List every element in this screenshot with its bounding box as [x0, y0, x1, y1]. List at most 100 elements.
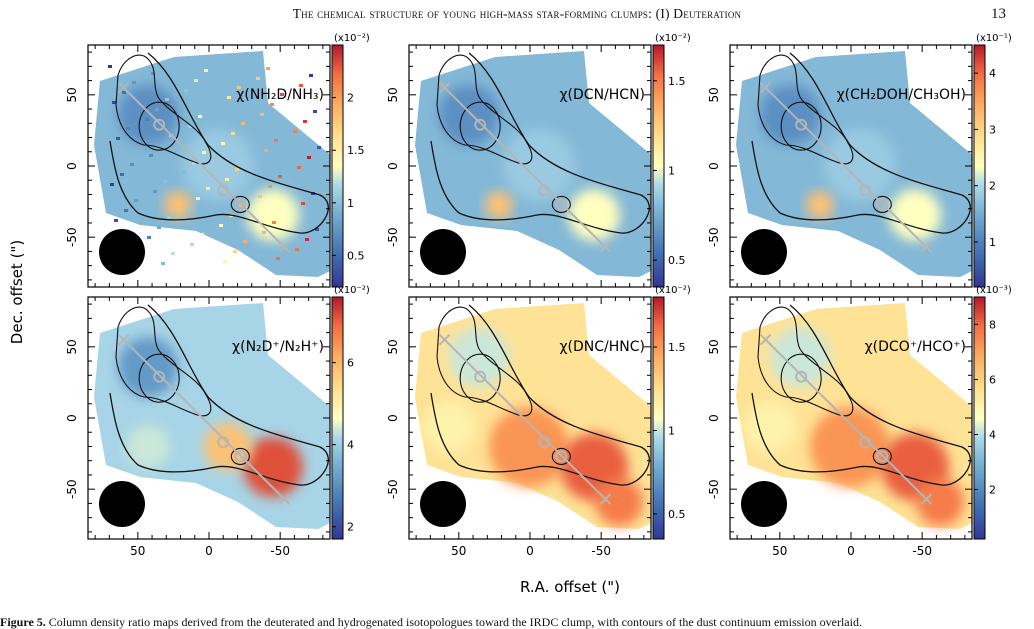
panel-2: 50 0 -50 χ(DCN/HCN) (x10⁻²) 1.5 1 0.5: [386, 33, 691, 288]
colorbar-tick-label: 0.5: [668, 254, 686, 267]
track-line: [122, 338, 286, 500]
emission-speckle: [260, 113, 264, 116]
figure-caption-text: Column density ratio maps derived from t…: [45, 616, 862, 629]
track-marker-x: [759, 81, 772, 94]
colorbar-tick-label: 2: [347, 92, 354, 105]
emission-speckle: [196, 197, 200, 200]
colorbar: [652, 44, 665, 288]
axis-ticks: [730, 297, 972, 539]
emission-blob: [595, 478, 643, 526]
x-tick-label: 0: [847, 544, 855, 558]
y-tick-label: 0: [707, 414, 721, 422]
emission-speckle: [223, 260, 227, 263]
emission-blob: [118, 85, 178, 145]
track-marker-circle: [234, 198, 247, 211]
panel-ratio-label: χ(DCN/HCN): [559, 87, 645, 103]
contour-core-2: [872, 195, 892, 213]
emission-speckle: [262, 231, 266, 234]
y-tick-label: -50: [65, 227, 79, 247]
emission-blob: [118, 337, 178, 397]
y-tick-label: 50: [707, 87, 721, 102]
colorbar-tick-label: 2: [347, 521, 354, 534]
emission-speckle: [145, 118, 149, 121]
emission-map: [94, 303, 330, 529]
emission-speckle: [239, 204, 243, 207]
track-marker-circle: [153, 118, 166, 131]
panel-ratio-label: χ(N₂D⁺/N₂H⁺): [232, 339, 324, 355]
emission-speckle: [153, 190, 157, 193]
emission-speckle: [233, 250, 237, 253]
emission-speckle: [112, 101, 116, 104]
colorbar-scale-label: (x10⁻²): [655, 33, 691, 44]
emission-speckle: [276, 257, 280, 260]
emission-speckle: [309, 74, 313, 77]
y-tick-label: -50: [707, 227, 721, 247]
emission-speckle: [134, 199, 138, 202]
track-marker-x: [599, 493, 612, 505]
emission-blob: [485, 191, 513, 219]
track-marker-x: [278, 241, 291, 253]
beam-circle: [741, 229, 787, 275]
y-tick-label: 0: [386, 414, 400, 422]
track-marker-circle: [859, 184, 872, 197]
emission-blob: [126, 425, 170, 469]
emission-speckle: [313, 110, 317, 113]
track-marker-circle: [234, 450, 247, 463]
emission-speckle: [219, 224, 223, 227]
contour-core-2: [551, 195, 571, 213]
track-marker-x: [438, 81, 451, 94]
track-marker-circle: [795, 118, 808, 131]
emission-blob: [164, 191, 192, 219]
y-tick-label: 50: [386, 339, 400, 354]
emission-blob: [423, 401, 475, 453]
track-marker-circle: [474, 118, 487, 131]
colorbar-tick-label: 0.5: [668, 508, 686, 521]
emission-blob: [810, 407, 890, 487]
emission-speckle: [231, 132, 235, 135]
emission-speckle: [124, 209, 128, 212]
axis-ticks: [730, 45, 972, 287]
contour-inner: [436, 306, 533, 417]
emission-map: [94, 51, 330, 277]
colorbar-tick-label: 1: [668, 425, 675, 438]
track-marker-x: [117, 333, 130, 346]
emission-blob: [889, 189, 941, 241]
emission-blob: [503, 129, 575, 201]
contour-core-1: [138, 353, 180, 403]
emission-speckle: [194, 79, 198, 82]
emission-speckle: [122, 91, 126, 94]
emission-speckle: [305, 238, 309, 241]
emission-speckle: [198, 115, 202, 118]
page-header: The chemical structure of young high-mas…: [0, 6, 1034, 28]
page-number: 13: [991, 6, 1006, 22]
emission-speckle: [317, 146, 321, 149]
emission-speckle: [274, 139, 278, 142]
y-tick-label: -50: [65, 479, 79, 499]
emission-speckle: [295, 248, 299, 251]
axis-ticks: [88, 45, 330, 287]
track-marker-circle: [859, 436, 872, 449]
track-marker-circle: [217, 184, 230, 197]
y-tick-label: 50: [65, 87, 79, 102]
emission-blob: [770, 327, 830, 387]
emission-speckle: [188, 125, 192, 128]
beam-circle: [99, 229, 145, 275]
emission-map: [415, 303, 651, 529]
emission-speckle: [278, 175, 282, 178]
contour-inner: [115, 54, 212, 165]
emission-speckle: [171, 252, 175, 255]
emission-blob: [916, 478, 964, 526]
panel-6: 50 0 -50 50 0 -50 χ(DCO⁺/HCO⁺) (x10⁻³) 8 6 4 2: [707, 285, 1012, 558]
axis-ticks: [409, 45, 651, 287]
x-tick-label: 0: [526, 544, 534, 558]
y-tick-label: -50: [386, 227, 400, 247]
emission-speckle: [114, 219, 118, 222]
figure-caption: Figure 5. Column density ratio maps deri…: [0, 616, 1034, 629]
track-marker-circle: [153, 370, 166, 383]
y-tick-label: 0: [707, 162, 721, 170]
panel-4: 50 0 -50 50 0 -50 χ(N₂D⁺/N₂H⁺) (x10⁻²) 6 4 2: [65, 285, 370, 558]
track-line: [764, 338, 928, 500]
colorbar-tick-label: 1.5: [668, 341, 686, 354]
emission-speckle: [225, 178, 229, 181]
emission-speckle: [147, 236, 151, 239]
